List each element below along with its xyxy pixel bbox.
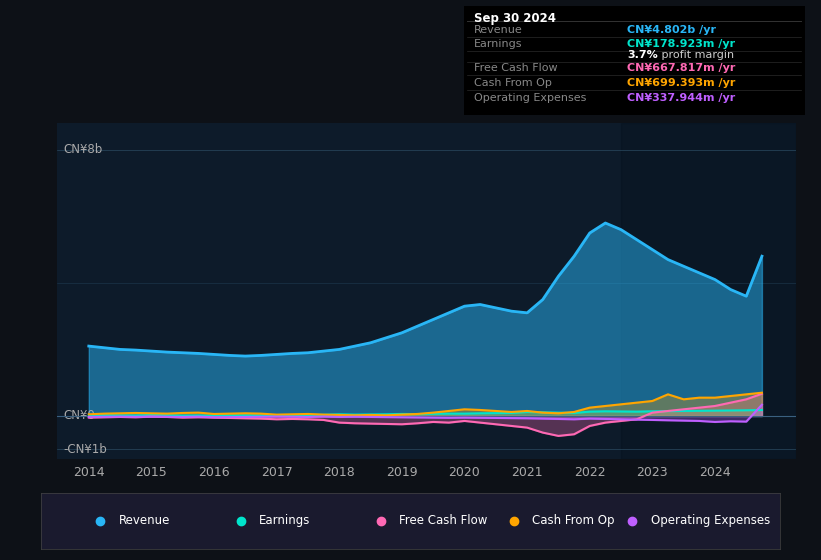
Text: Earnings: Earnings bbox=[474, 39, 523, 49]
Bar bbox=[621, 123, 796, 459]
Text: Operating Expenses: Operating Expenses bbox=[651, 514, 770, 528]
Text: Operating Expenses: Operating Expenses bbox=[474, 93, 586, 103]
Text: Cash From Op: Cash From Op bbox=[474, 78, 552, 87]
Text: Free Cash Flow: Free Cash Flow bbox=[400, 514, 488, 528]
Text: Sep 30 2024: Sep 30 2024 bbox=[474, 12, 556, 25]
Text: CN¥4.802b /yr: CN¥4.802b /yr bbox=[627, 25, 717, 35]
Text: Earnings: Earnings bbox=[259, 514, 310, 528]
Text: profit margin: profit margin bbox=[658, 50, 734, 60]
Text: -CN¥1b: -CN¥1b bbox=[64, 443, 108, 456]
Text: Free Cash Flow: Free Cash Flow bbox=[474, 63, 557, 73]
Text: CN¥0: CN¥0 bbox=[64, 409, 95, 422]
Text: 3.7%: 3.7% bbox=[627, 50, 658, 60]
Text: CN¥337.944m /yr: CN¥337.944m /yr bbox=[627, 93, 736, 103]
Text: Revenue: Revenue bbox=[119, 514, 170, 528]
Text: CN¥699.393m /yr: CN¥699.393m /yr bbox=[627, 78, 736, 87]
Text: CN¥667.817m /yr: CN¥667.817m /yr bbox=[627, 63, 736, 73]
Text: CN¥8b: CN¥8b bbox=[64, 143, 103, 156]
Text: Cash From Op: Cash From Op bbox=[533, 514, 615, 528]
Text: Revenue: Revenue bbox=[474, 25, 523, 35]
Text: CN¥178.923m /yr: CN¥178.923m /yr bbox=[627, 39, 736, 49]
